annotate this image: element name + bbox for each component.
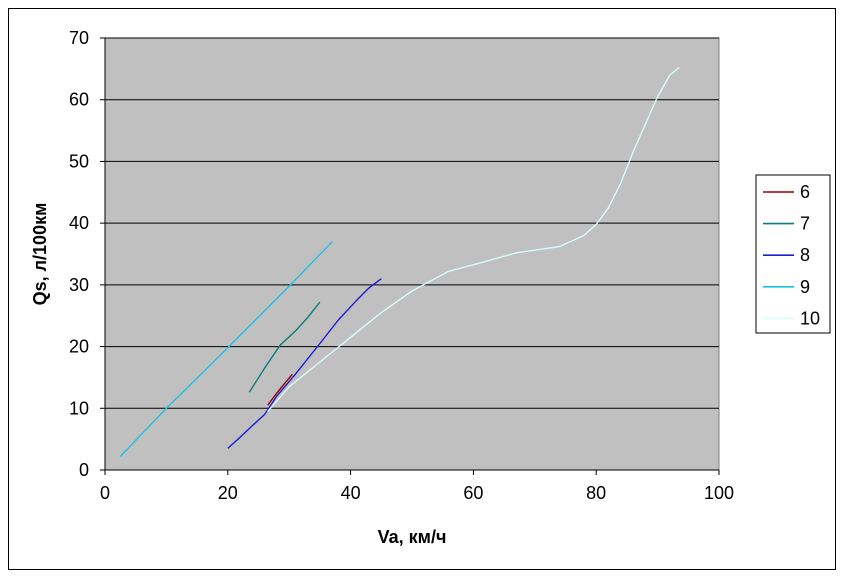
y-tick-label: 30 <box>69 275 89 295</box>
y-tick-label: 40 <box>69 213 89 233</box>
y-tick-label: 70 <box>69 28 89 48</box>
gridlines <box>105 37 719 409</box>
x-tick-label: 40 <box>341 483 361 503</box>
legend-label-8: 8 <box>800 245 810 265</box>
legend-label-10: 10 <box>800 308 820 328</box>
x-tick-labels: 0 20 40 60 80 100 <box>100 483 734 503</box>
series-line-8 <box>227 278 382 449</box>
legend-box <box>755 174 831 334</box>
y-tick-label: 10 <box>69 398 89 418</box>
x-tick-label: 100 <box>704 483 734 503</box>
x-tick-label: 80 <box>586 483 606 503</box>
legend-label-6: 6 <box>800 182 810 202</box>
plot-area <box>104 37 720 471</box>
legend-label-7: 7 <box>800 214 810 234</box>
x-tick-label: 20 <box>218 483 238 503</box>
y-tick-label: 0 <box>79 460 89 480</box>
x-tick-label: 60 <box>463 483 483 503</box>
x-axis-title: Va, км/ч <box>378 527 447 547</box>
legend: 6 7 8 9 10 <box>755 174 831 334</box>
legend-label-9: 9 <box>800 277 810 297</box>
y-tick-label: 20 <box>69 337 89 357</box>
series-line-10 <box>267 67 680 412</box>
y-tick-label: 60 <box>69 90 89 110</box>
axes <box>100 37 720 475</box>
y-axis-title: Qs, л/100км <box>30 203 50 306</box>
y-tick-label: 50 <box>69 151 89 171</box>
y-tick-labels: 0 10 20 30 40 50 60 70 <box>69 28 89 480</box>
series-line-6 <box>267 373 293 406</box>
series-line-9 <box>119 241 333 457</box>
series-line-7 <box>248 301 321 393</box>
series-lines <box>119 67 680 457</box>
x-tick-label: 0 <box>100 483 110 503</box>
